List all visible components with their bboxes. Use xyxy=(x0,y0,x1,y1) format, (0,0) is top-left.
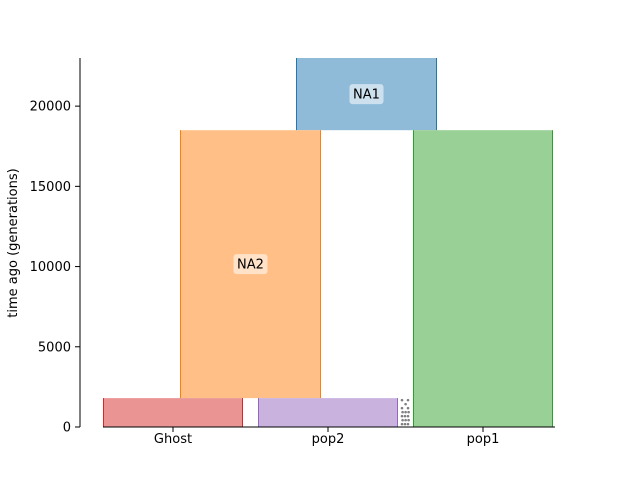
y-ticks: 0 5000 10000 15000 20000 xyxy=(30,100,80,436)
deme-label-text: NA2 xyxy=(237,258,264,273)
migration-marker xyxy=(400,414,404,418)
deme-label-na2: NA2 xyxy=(233,254,268,275)
y-axis-label: time ago (generations) xyxy=(6,168,21,317)
migration-marker xyxy=(400,422,404,426)
migration-marker xyxy=(407,410,410,414)
y-tick-label: 15000 xyxy=(30,180,71,195)
migration-marker xyxy=(400,406,404,410)
deme-box xyxy=(258,398,398,427)
y-tick: 5000 xyxy=(38,340,80,355)
x-tick-label: Ghost xyxy=(154,432,192,447)
migration-marker xyxy=(404,410,407,414)
migration-marker xyxy=(406,422,410,426)
y-tick: 10000 xyxy=(30,260,80,275)
migration-marker xyxy=(401,410,404,414)
x-tick-pop2: pop2 xyxy=(312,427,345,447)
x-ticks: Ghost pop2 pop1 xyxy=(154,427,499,447)
x-tick-label: pop1 xyxy=(467,432,500,447)
y-tick-label: 5000 xyxy=(38,340,71,355)
deme-labels: NA1 NA2 xyxy=(233,84,384,275)
y-tick: 0 xyxy=(63,421,80,436)
x-tick-pop1: pop1 xyxy=(467,427,500,447)
migration-marker xyxy=(404,402,407,406)
y-tick-label: 20000 xyxy=(30,100,71,115)
y-tick-label: 0 xyxy=(63,421,71,436)
migration-marker xyxy=(406,406,410,410)
deme-pop2 xyxy=(258,398,398,427)
y-tick: 20000 xyxy=(30,100,80,115)
migration-marker xyxy=(400,398,404,402)
deme-box xyxy=(413,130,553,427)
migration-marker xyxy=(403,414,407,418)
migration-marker xyxy=(407,418,410,422)
y-tick: 15000 xyxy=(30,180,80,195)
migration-marker xyxy=(406,414,410,418)
migration-marker xyxy=(403,422,407,426)
migration-marker xyxy=(401,418,404,422)
migration-marker xyxy=(404,418,407,422)
x-tick-label: pop2 xyxy=(312,432,345,447)
deme-ghost xyxy=(103,398,243,427)
label-box xyxy=(233,254,268,275)
x-tick-ghost: Ghost xyxy=(154,427,192,447)
axes xyxy=(79,58,555,428)
migration-marker xyxy=(406,398,410,402)
deme-pop1 xyxy=(413,130,553,427)
deme-label-na1: NA1 xyxy=(349,84,384,105)
migration-markers xyxy=(400,398,410,426)
y-tick-label: 10000 xyxy=(30,260,71,275)
deme-box xyxy=(103,398,243,427)
demes-layer xyxy=(103,58,553,427)
label-box xyxy=(349,84,384,105)
deme-label-text: NA1 xyxy=(353,88,380,103)
